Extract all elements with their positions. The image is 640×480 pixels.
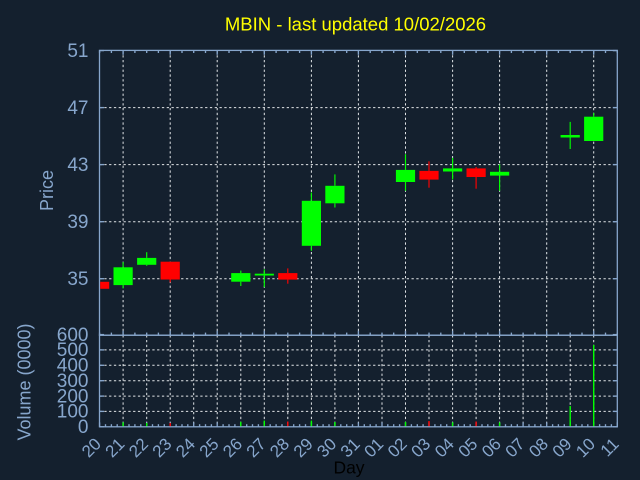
svg-text:400: 400 (57, 356, 89, 377)
svg-text:47: 47 (67, 98, 88, 119)
svg-text:100: 100 (57, 402, 89, 423)
svg-text:200: 200 (57, 386, 89, 407)
svg-text:600: 600 (57, 325, 89, 346)
svg-text:MBIN - last updated 10/02/2026: MBIN - last updated 10/02/2026 (225, 14, 486, 35)
svg-text:39: 39 (67, 212, 88, 233)
svg-text:51: 51 (67, 41, 88, 62)
svg-text:43: 43 (67, 155, 88, 176)
svg-text:Price: Price (37, 170, 57, 211)
svg-text:0: 0 (78, 417, 89, 438)
svg-text:35: 35 (67, 269, 88, 290)
svg-text:Day: Day (333, 458, 364, 478)
svg-text:300: 300 (57, 371, 89, 392)
svg-text:Volume (0000): Volume (0000) (15, 323, 35, 440)
svg-text:500: 500 (57, 340, 89, 361)
